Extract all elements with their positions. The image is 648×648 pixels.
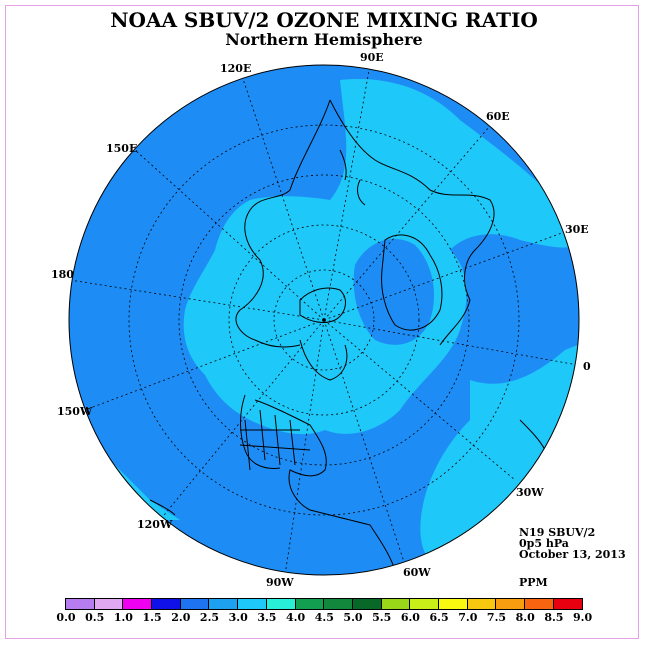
latitude-circles [128, 124, 520, 516]
colorbar-segment [152, 599, 181, 609]
colorbar-segment [295, 599, 325, 609]
colorbar-segment [66, 599, 95, 609]
colorbar-segment [94, 599, 124, 609]
colorbar-tick-label: 4.0 [286, 611, 306, 624]
colorbar-tick-label: 3.0 [228, 611, 248, 624]
lon-label-150w: 150W [57, 405, 93, 418]
chart-title: NOAA SBUV/2 OZONE MIXING RATIO [110, 8, 538, 32]
colorbar-segment [266, 599, 296, 609]
colorbar-segment [553, 599, 583, 609]
colorbar-tick-label: 1.5 [142, 611, 162, 624]
date-label: October 13, 2013 [519, 548, 626, 561]
colorbar-tick-label: 2.0 [171, 611, 191, 624]
colorbar-segment [496, 599, 525, 609]
map-boundary [68, 64, 580, 576]
lon-label-90e: 90E [360, 51, 384, 64]
colorbar-tick-label: 0.5 [85, 611, 105, 624]
colorbar-tick-label: 3.5 [257, 611, 277, 624]
colorbar-tick-label: 2.5 [199, 611, 220, 624]
lon-label-60e: 60E [486, 110, 510, 123]
colorbar-segment [438, 599, 468, 609]
colorbar-segment [324, 599, 353, 609]
coastlines [149, 99, 546, 571]
chart-subtitle: Northern Hemisphere [225, 30, 423, 49]
colorbar-tick-label: 6.5 [429, 611, 449, 624]
colorbar-tick-label: 1.0 [113, 611, 133, 624]
lon-label-0: 0 [583, 360, 591, 373]
colorbar-segment [410, 599, 439, 609]
colorbar-tick-label: 7.0 [458, 611, 478, 624]
lon-label-120e: 120E [220, 62, 252, 75]
colorbar-segment [209, 599, 239, 609]
colorbar-tick-label: 5.0 [343, 611, 363, 624]
colorbar-segment [381, 599, 411, 609]
colorbar-tick-label: 8.5 [544, 611, 564, 624]
units-label: PPM [519, 576, 548, 589]
colorbar-tick-label: 6.0 [400, 611, 420, 624]
colorbar [65, 598, 584, 610]
satellite-label: N19 SBUV/2 [519, 526, 596, 539]
lon-label-180: 180 [51, 268, 74, 281]
lon-label-60w: 60W [403, 566, 431, 579]
lon-label-30e: 30E [565, 223, 589, 236]
colorbar-segment [352, 599, 382, 609]
lon-label-90w: 90W [266, 576, 294, 589]
colorbar-segment [467, 599, 497, 609]
colorbar-segment [180, 599, 210, 609]
colorbar-segment [525, 599, 554, 609]
colorbar-segment [238, 599, 267, 609]
colorbar-tick-label: 0.0 [56, 611, 76, 624]
colorbar-tick-label: 7.5 [486, 611, 507, 624]
plot-frame [5, 5, 639, 639]
colorbar-tick-label: 8.0 [515, 611, 535, 624]
colorbar-tick-label: 5.5 [372, 611, 392, 624]
lon-label-30w: 30W [516, 486, 544, 499]
colorbar-ticks: 0.0 0.5 1.0 1.5 2.0 2.5 3.0 3.5 4.0 4.5 5.0 5.5 6.0 6… [0, 611, 648, 625]
colorbar-segment [123, 599, 153, 609]
dataset-info: N19 SBUV/2 0p5 hPa October 13, 2013 [519, 527, 626, 560]
colorbar-tick-label: 4.5 [314, 611, 334, 624]
lon-label-150e: 150E [106, 142, 138, 155]
colorbar-tick-label: 9.0 [573, 611, 593, 624]
pressure-level-label: 0p5 hPa [519, 537, 569, 550]
lon-label-120w: 120W [137, 518, 173, 531]
